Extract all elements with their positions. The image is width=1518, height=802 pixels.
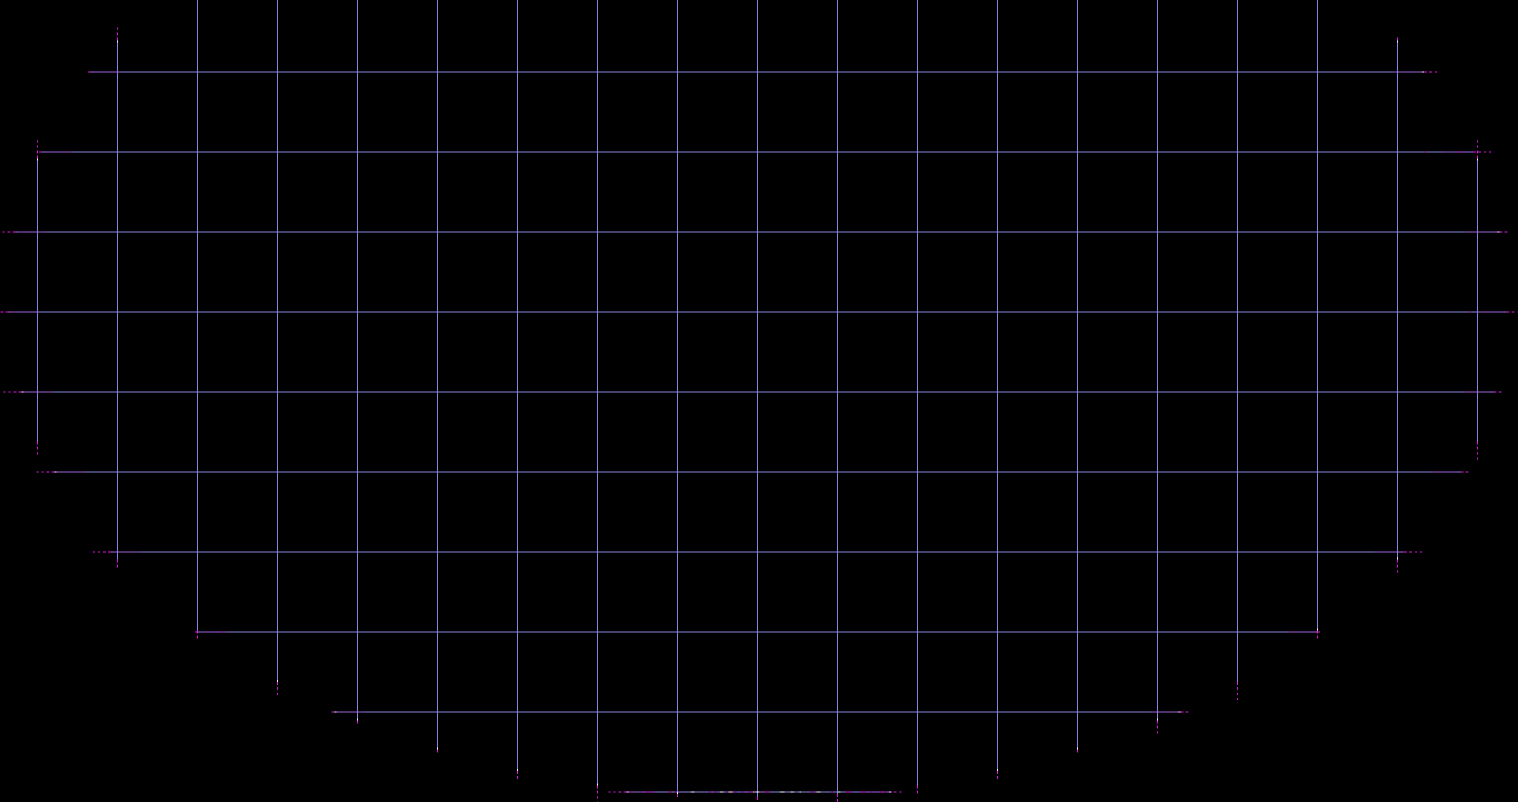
grid-lines xyxy=(5,0,1510,800)
compression-artifacts xyxy=(0,27,1518,802)
